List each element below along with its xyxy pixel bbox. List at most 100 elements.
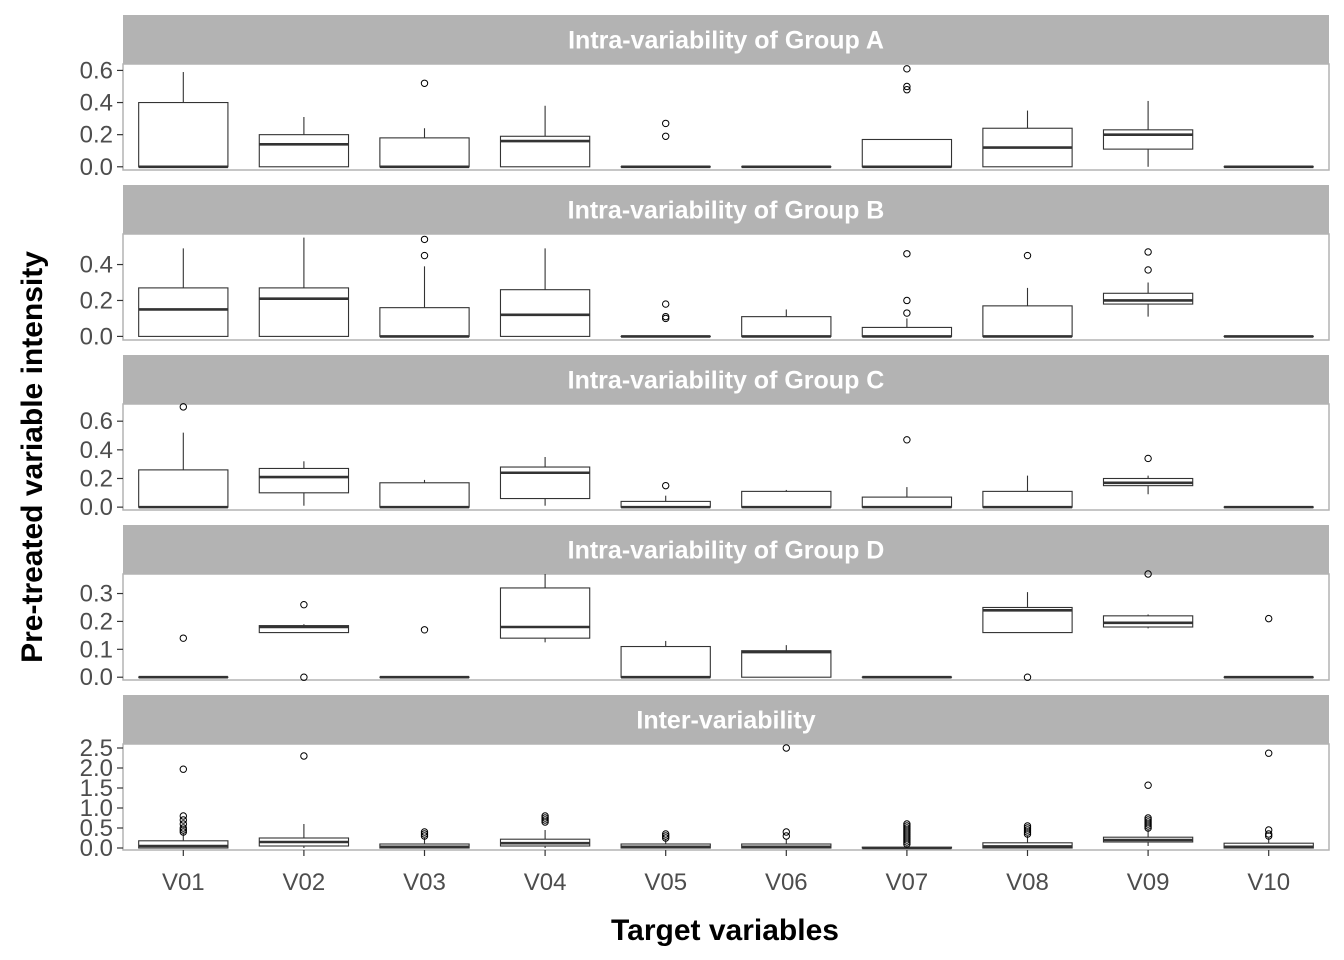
x-tick-label: V08 xyxy=(1006,869,1049,896)
facet-strip-title: Inter-variability xyxy=(636,707,815,735)
box-body xyxy=(861,138,953,168)
outlier-point xyxy=(179,824,188,832)
box-body xyxy=(1102,615,1194,628)
box-v01 xyxy=(138,634,229,679)
y-tick-label: 0.2 xyxy=(80,122,113,149)
box-v04 xyxy=(499,574,591,643)
x-axis: V01 V02 V03 V04 V05 V06 V07 V08 V09 V10 xyxy=(162,850,1290,896)
outlier-point xyxy=(903,250,911,258)
y-tick-label: 2.0 xyxy=(80,755,113,782)
box-body xyxy=(379,307,470,337)
outlier-point xyxy=(1023,251,1032,260)
y-tick-label: 0.0 xyxy=(80,323,113,350)
box-body xyxy=(499,289,591,337)
box-body xyxy=(741,650,832,678)
box-body xyxy=(258,287,350,337)
box-v02 xyxy=(258,752,350,848)
outlier-point xyxy=(903,309,911,317)
facet-panel: Intra-variability of Group C 0.00.20.40.6 xyxy=(80,355,1330,521)
facet-strip-title: Intra-variability of Group B xyxy=(568,197,885,225)
box-v01 xyxy=(138,248,229,337)
box-body xyxy=(982,606,1073,634)
facet-strip-title: Intra-variability of Group C xyxy=(568,367,885,395)
y-tick-label: 0.5 xyxy=(80,815,113,842)
box-v03 xyxy=(379,828,470,849)
box-body xyxy=(1102,292,1194,305)
box-v04 xyxy=(499,248,591,337)
outlier-point xyxy=(662,834,670,842)
box-v02 xyxy=(258,237,350,337)
outlier-point xyxy=(1144,454,1152,463)
box-body xyxy=(138,469,229,508)
outlier-point xyxy=(903,85,911,94)
y-tick-label: 0.4 xyxy=(80,252,113,279)
outlier-point xyxy=(179,403,188,411)
outlier-point xyxy=(1265,749,1273,757)
outlier-point xyxy=(662,481,670,490)
box-v07 xyxy=(861,820,953,850)
box-v09 xyxy=(1102,570,1194,629)
x-tick-label: V05 xyxy=(644,869,687,896)
outlier-point xyxy=(903,82,911,91)
box-v05 xyxy=(620,830,711,849)
box-v03 xyxy=(379,626,470,679)
facet-strip-title: Intra-variability of Group A xyxy=(568,27,884,55)
x-tick-label: V02 xyxy=(283,869,326,896)
box-body xyxy=(620,645,711,678)
box-v05 xyxy=(620,300,711,338)
y-tick-label: 0.6 xyxy=(80,57,113,84)
outlier-point xyxy=(1023,826,1032,834)
facet-strip xyxy=(123,355,1329,404)
box-body xyxy=(258,625,350,634)
facet-strip xyxy=(123,185,1329,234)
outlier-point xyxy=(662,300,670,308)
outlier-point xyxy=(662,132,670,140)
x-axis-title: Target variables xyxy=(611,914,839,947)
box-v08 xyxy=(982,475,1073,509)
outlier-point xyxy=(662,832,670,840)
box-v02 xyxy=(258,461,350,506)
box-v09 xyxy=(1102,454,1194,495)
facet-strip xyxy=(123,525,1329,574)
outlier-point xyxy=(1144,824,1152,832)
box-body xyxy=(499,587,591,639)
y-tick-label: 0.2 xyxy=(80,608,113,635)
box-v05 xyxy=(620,119,711,169)
box-v04 xyxy=(499,105,591,168)
box-body xyxy=(861,326,953,337)
facet-strip xyxy=(123,15,1329,64)
outlier-point xyxy=(662,314,670,323)
panel-border xyxy=(122,403,1330,511)
y-tick-label: 0.6 xyxy=(80,408,113,435)
facet-panel: Inter-variability 0.00.51.01.52.02.5 xyxy=(80,695,1330,862)
x-tick-label: V10 xyxy=(1247,869,1290,896)
outlier-point xyxy=(541,816,549,824)
facet-panels: Intra-variability of Group A 0.0 0.2 0.4 0.6… xyxy=(80,15,1330,862)
box-v08 xyxy=(982,110,1073,168)
outlier-point xyxy=(300,673,308,681)
outlier-point xyxy=(903,65,911,73)
box-body xyxy=(379,137,470,168)
box-v06 xyxy=(741,744,832,849)
outlier-point xyxy=(1023,828,1032,836)
y-tick-label: 1.5 xyxy=(80,775,113,802)
outlier-point xyxy=(1144,248,1152,256)
outlier-point xyxy=(782,832,790,840)
box-v04 xyxy=(499,457,591,506)
outlier-point xyxy=(420,828,429,836)
box-v03 xyxy=(379,235,470,338)
outlier-point xyxy=(1265,830,1273,838)
x-tick-label: V06 xyxy=(765,869,808,896)
outlier-point xyxy=(1265,832,1273,840)
box-v07 xyxy=(861,65,953,169)
x-tick-label: V04 xyxy=(524,869,567,896)
box-body xyxy=(379,482,470,508)
y-tick-label: 0.0 xyxy=(80,154,113,181)
box-v02 xyxy=(258,600,350,681)
y-tick-label: 0.1 xyxy=(80,636,113,663)
box-v09 xyxy=(1102,781,1194,846)
x-tick-label: V01 xyxy=(162,869,205,896)
box-body xyxy=(138,840,229,849)
panel-border xyxy=(122,573,1330,681)
y-tick-label: 0.2 xyxy=(80,465,113,492)
